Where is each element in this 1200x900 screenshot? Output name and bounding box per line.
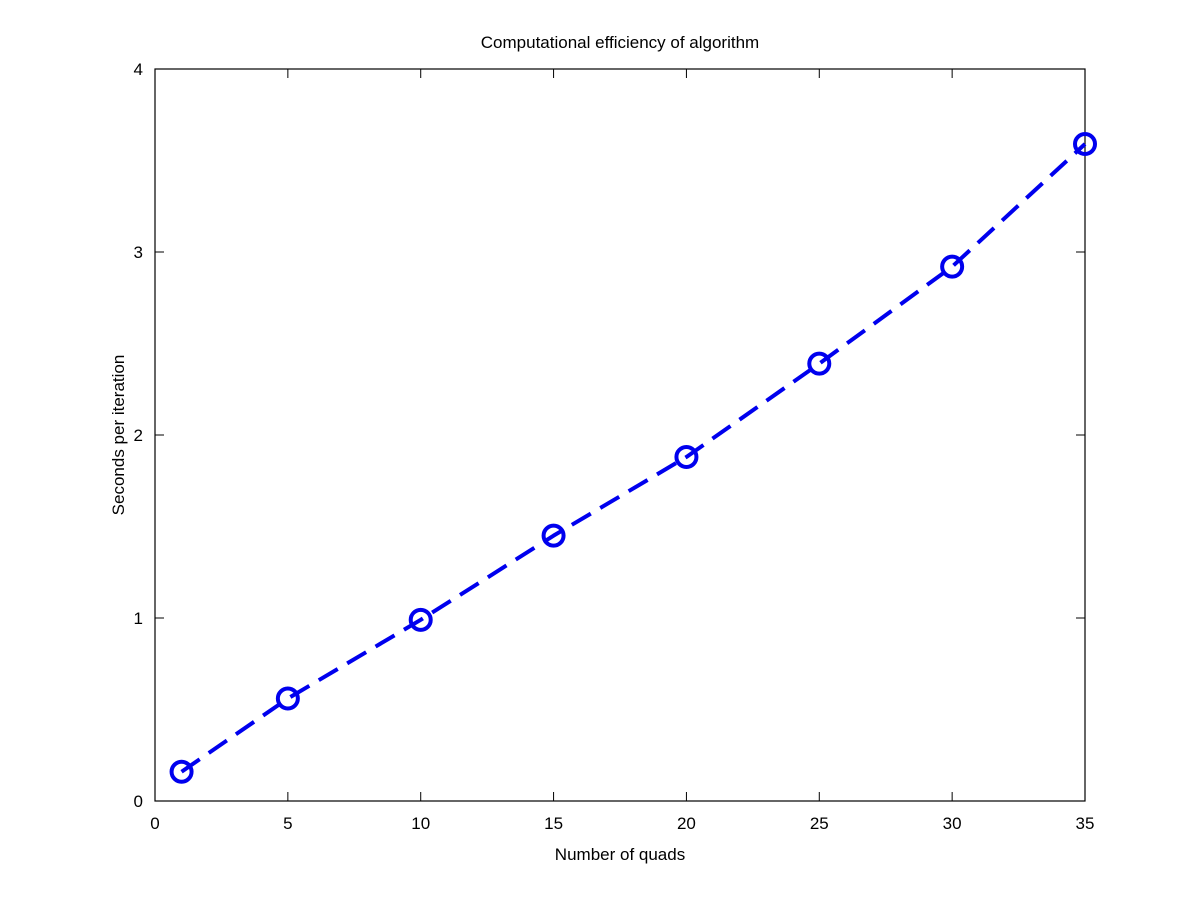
series-layer (169, 132, 1097, 784)
y-tick-label: 4 (134, 60, 143, 79)
data-point-marker (807, 351, 832, 376)
y-tick-label: 0 (134, 792, 143, 811)
x-axis: 0 5 10 15 20 25 30 35 (150, 69, 1094, 833)
data-point-marker (408, 607, 433, 632)
x-tick-label: 5 (283, 814, 292, 833)
x-axis-label: Number of quads (555, 845, 685, 864)
x-tick-label: 10 (411, 814, 430, 833)
y-axis: 0 1 2 3 4 (134, 60, 1085, 811)
data-point-marker (674, 444, 699, 469)
x-tick-label: 35 (1076, 814, 1095, 833)
x-tick-label: 20 (677, 814, 696, 833)
x-tick-label: 15 (544, 814, 563, 833)
x-tick-label: 30 (943, 814, 962, 833)
series-line (180, 142, 1087, 774)
data-point-marker (1073, 132, 1097, 157)
y-axis-label: Seconds per iteration (109, 355, 128, 516)
y-tick-label: 2 (134, 426, 143, 445)
data-point-marker (940, 254, 965, 279)
x-tick-label: 0 (150, 814, 159, 833)
y-tick-label: 3 (134, 243, 143, 262)
data-point-marker (275, 686, 300, 711)
chart-title: Computational efficiency of algorithm (481, 33, 759, 52)
y-tick-label: 1 (134, 609, 143, 628)
x-tick-label: 25 (810, 814, 829, 833)
data-point-marker (169, 759, 194, 784)
data-point-marker (541, 523, 566, 548)
